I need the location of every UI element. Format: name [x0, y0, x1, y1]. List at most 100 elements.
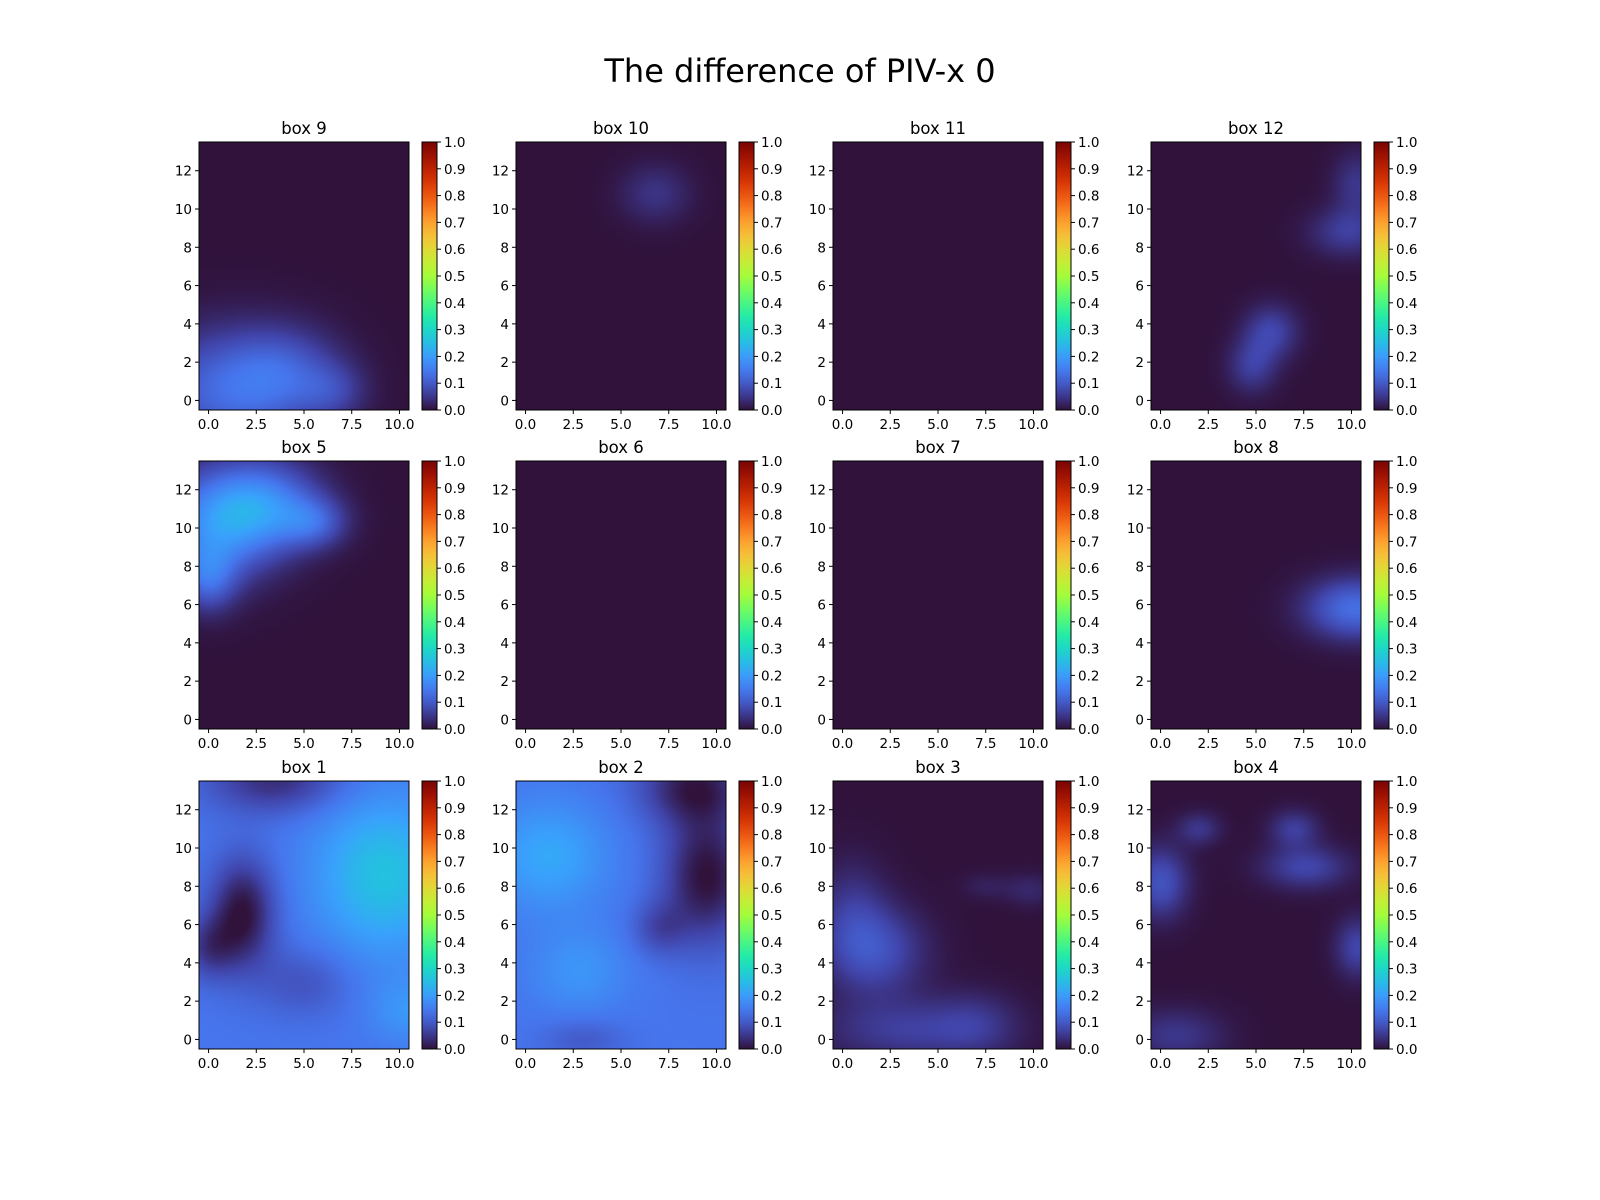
y-tick-label: 8	[817, 240, 826, 256]
colorbar-tick-label: 0.9	[1078, 481, 1099, 497]
x-tick-label: 10.0	[1018, 736, 1048, 752]
x-tick-label: 2.5	[880, 1056, 901, 1072]
x-tick-label: 2.5	[246, 417, 267, 433]
x-tick-label: 7.5	[341, 736, 362, 752]
colorbar	[1373, 780, 1390, 1050]
colorbar-tick-label: 1.0	[1078, 774, 1099, 790]
colorbar-tick-label: 0.8	[761, 828, 782, 844]
colorbar	[1055, 141, 1072, 411]
colorbar-tick-label: 0.7	[444, 854, 465, 870]
colorbar-tick-label: 0.5	[1078, 588, 1099, 604]
colorbar-tick-label: 1.0	[761, 774, 782, 790]
y-tick-label: 8	[183, 559, 192, 575]
x-tick-label: 10.0	[1018, 417, 1048, 433]
colorbar-tick-label: 0.3	[1078, 962, 1099, 978]
y-tick-label: 2	[500, 994, 509, 1010]
colorbar-tick-label: 0.2	[1078, 988, 1099, 1004]
colorbar-tick-label: 0.5	[444, 269, 465, 285]
x-tick-label: 0.0	[515, 736, 536, 752]
x-tick-label: 0.0	[515, 1056, 536, 1072]
colorbar-tick-label: 0.6	[761, 242, 782, 258]
colorbar-tick-label: 0.7	[1396, 534, 1417, 550]
colorbar-tick-label: 0.7	[1078, 534, 1099, 550]
x-tick-label: 7.5	[1293, 1056, 1314, 1072]
x-tick-label: 10.0	[1336, 1056, 1366, 1072]
y-tick-label: 8	[1135, 879, 1144, 895]
colorbar-tick-label: 0.9	[1078, 801, 1099, 817]
y-tick-label: 2	[183, 355, 192, 371]
y-tick-label: 10	[492, 202, 509, 218]
panel-title: box 3	[915, 758, 961, 777]
x-tick-label: 5.0	[1245, 1056, 1266, 1072]
y-tick-label: 4	[183, 317, 192, 333]
colorbar-tick-label: 0.0	[1078, 403, 1099, 419]
x-tick-label: 0.0	[198, 417, 219, 433]
y-tick-label: 0	[1135, 712, 1144, 728]
colorbar	[421, 780, 438, 1050]
y-tick-label: 0	[500, 393, 509, 409]
y-tick-label: 8	[183, 240, 192, 256]
y-tick-label: 4	[500, 317, 509, 333]
y-tick-label: 2	[817, 994, 826, 1010]
colorbar-tick-label: 0.9	[444, 801, 465, 817]
colorbar-tick-label: 0.9	[1396, 801, 1417, 817]
colorbar-tick-label: 0.9	[444, 481, 465, 497]
y-tick-label: 4	[500, 956, 509, 972]
colorbar	[421, 460, 438, 730]
x-tick-label: 2.5	[563, 1056, 584, 1072]
colorbar	[1055, 460, 1072, 730]
x-tick-label: 2.5	[1198, 417, 1219, 433]
colorbar-tick-label: 0.8	[1396, 508, 1417, 524]
x-tick-label: 2.5	[1198, 1056, 1219, 1072]
colorbar-tick-label: 0.0	[444, 403, 465, 419]
colorbar-tick-label: 0.3	[1396, 642, 1417, 658]
colorbar-tick-label: 0.8	[761, 508, 782, 524]
colorbar-tick-label: 1.0	[1078, 454, 1099, 470]
panel-box-11: box 11 0.0 2.5 5.0 7.5 10.0 0 2 4 6 8 10 12 0.0 0.1 0.2…	[809, 119, 1100, 433]
y-tick-label: 6	[183, 279, 192, 295]
y-tick-label: 10	[492, 841, 509, 857]
colorbar-tick-label: 0.1	[1396, 695, 1417, 711]
colorbar-tick-label: 0.6	[444, 561, 465, 577]
colorbar-tick-label: 0.8	[1396, 189, 1417, 205]
y-tick-label: 8	[817, 879, 826, 895]
y-tick-label: 2	[1135, 994, 1144, 1010]
colorbar-tick-label: 0.0	[1078, 722, 1099, 738]
colorbar-tick-label: 0.3	[761, 962, 782, 978]
colorbar-tick-label: 0.1	[1396, 376, 1417, 392]
heatmap-image	[1151, 781, 1361, 1049]
y-tick-label: 10	[175, 202, 192, 218]
panel-title: box 8	[1233, 438, 1279, 457]
panel-title: box 4	[1233, 758, 1279, 777]
colorbar-tick-label: 0.8	[761, 189, 782, 205]
colorbar-tick-label: 1.0	[444, 135, 465, 151]
colorbar-tick-label: 0.0	[761, 1042, 782, 1058]
panel-box-9: box 9 0.0 2.5 5.0 7.5 10.0 0 2 4 6 8 10 12 0.0 0.1 0.2 0…	[175, 119, 466, 433]
colorbar-tick-label: 0.7	[1396, 215, 1417, 231]
x-tick-label: 5.0	[293, 736, 314, 752]
colorbar-tick-label: 0.1	[761, 376, 782, 392]
colorbar-tick-label: 0.6	[1396, 561, 1417, 577]
y-tick-label: 12	[492, 483, 509, 499]
y-tick-label: 10	[809, 521, 826, 537]
heatmap-image	[516, 781, 726, 1049]
colorbar-tick-label: 0.5	[444, 588, 465, 604]
x-tick-label: 7.5	[975, 1056, 996, 1072]
heatmap-image	[199, 781, 409, 1049]
y-tick-label: 6	[817, 598, 826, 614]
colorbar-tick-label: 0.4	[444, 615, 465, 631]
panel-title: box 6	[598, 438, 644, 457]
colorbar-tick-label: 0.3	[1078, 642, 1099, 658]
panel-title: box 12	[1228, 119, 1284, 138]
colorbar-tick-label: 0.6	[1078, 881, 1099, 897]
x-tick-label: 2.5	[563, 736, 584, 752]
y-tick-label: 6	[183, 598, 192, 614]
colorbar-tick-label: 0.1	[1396, 1015, 1417, 1031]
panel-title: box 7	[915, 438, 961, 457]
y-tick-label: 0	[500, 1032, 509, 1048]
panel-box-5: box 5 0.0 2.5 5.0 7.5 10.0 0 2 4 6 8 10 12 0.0 0.1 0.2 0…	[175, 438, 466, 752]
panel-box-12: box 12 0.0 2.5 5.0 7.5 10.0 0 2 4 6 8 10 12 0.0 0.1 0.2…	[1127, 119, 1418, 433]
colorbar-tick-label: 0.1	[444, 1015, 465, 1031]
colorbar-tick-label: 0.6	[444, 881, 465, 897]
